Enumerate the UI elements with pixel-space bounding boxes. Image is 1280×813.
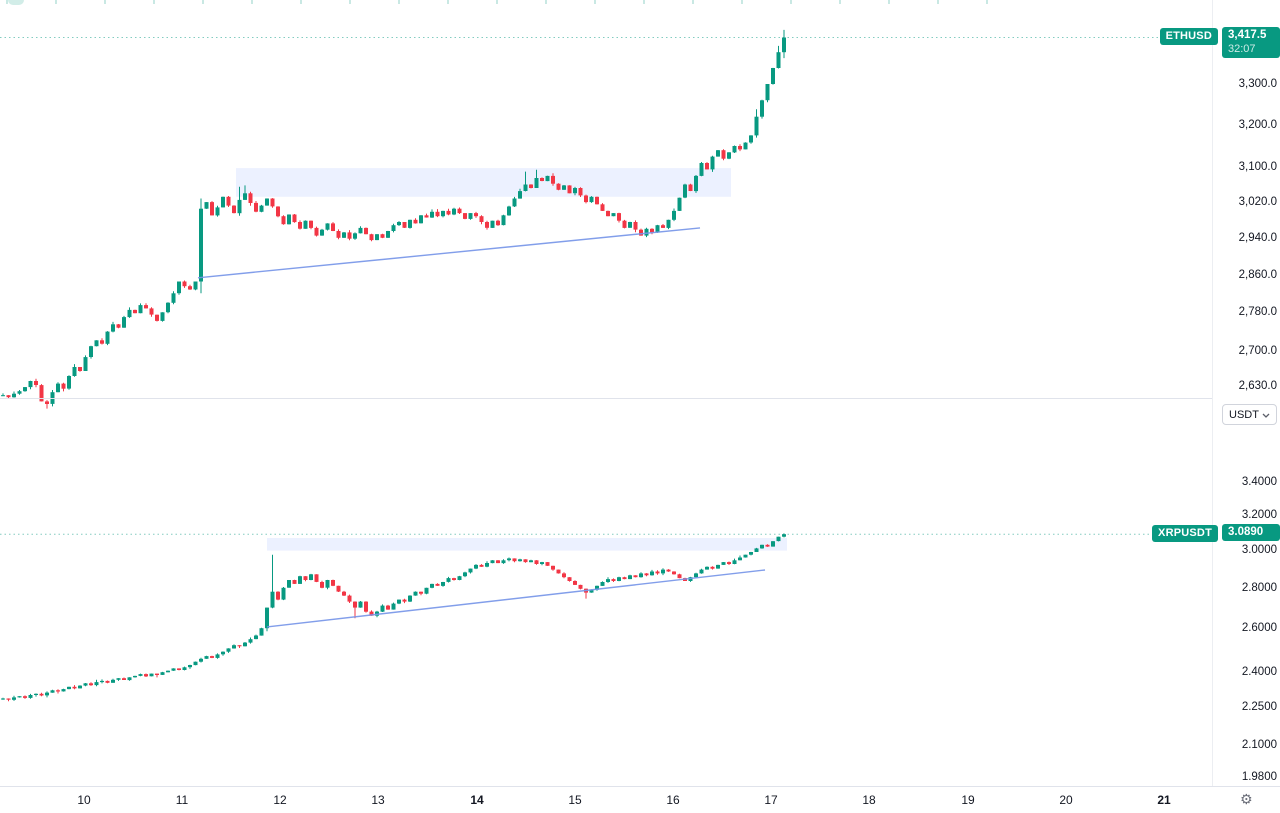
price-tick-label: 3,300.0 [1238, 78, 1277, 90]
trendline-drawing[interactable] [197, 227, 701, 279]
time-tick-label: 10 [77, 793, 91, 807]
price-tick-label: 2,700.0 [1238, 345, 1277, 357]
price-tick-label: 2.4000 [1241, 666, 1277, 678]
currency-toggle-button[interactable]: USDT [1222, 404, 1277, 425]
chevron-down-icon [1262, 409, 1270, 421]
cutoff-legend-ghost [6, 0, 996, 4]
time-tick-label: 14 [470, 793, 484, 807]
trendline-drawing[interactable] [266, 569, 766, 628]
price-tick-label: 2.1000 [1241, 739, 1277, 751]
price-axis[interactable]: 3,300.0 3,200.0 3,100.0 3,020.0 2,940.0 2,860… [1212, 0, 1280, 786]
consolidation-zone-drawing[interactable] [236, 168, 731, 197]
last-price-value: 3,417.5 [1228, 29, 1267, 41]
symbol-badge-xrpusdt: XRPUSDT [1152, 525, 1218, 542]
price-tick-label: 3.2000 [1241, 509, 1277, 521]
price-tick-label: 2.2500 [1241, 701, 1277, 713]
price-tick-label: 3.4000 [1241, 476, 1277, 488]
timezone-settings-gear-icon[interactable]: ⚙ [1240, 792, 1253, 808]
price-tick-label: 2,940.0 [1238, 232, 1277, 244]
price-tick-label: 1.9800 [1241, 771, 1277, 783]
bar-countdown: 32:07 [1228, 43, 1256, 55]
price-tick-label: 3,100.0 [1238, 161, 1277, 173]
time-tick-label: 16 [666, 793, 680, 807]
pane-separator[interactable] [0, 398, 1280, 399]
price-tick-label: 3,020.0 [1238, 196, 1277, 208]
time-tick-label: 18 [862, 793, 876, 807]
time-tick-label: 12 [273, 793, 287, 807]
time-tick-label: 21 [1157, 793, 1171, 807]
price-tick-label: 3.0000 [1241, 544, 1277, 556]
cutoff-legend-ghost-blob [8, 0, 24, 5]
last-price-value: 3.0890 [1228, 526, 1264, 538]
time-tick-label: 11 [175, 793, 189, 807]
candlestick-chart-canvas[interactable] [0, 0, 1212, 786]
price-tick-label: 2,630.0 [1238, 380, 1277, 392]
symbol-badge-ethusd: ETHUSD [1159, 28, 1218, 45]
last-price-label-ethusd: 3,417.5 32:07 [1222, 27, 1280, 58]
time-axis[interactable]: ⚙ 10 11 12 13 14 15 16 17 18 19 20 21 [0, 786, 1280, 813]
last-price-label-xrpusdt: 3.0890 [1222, 524, 1280, 541]
price-tick-label: 2,860.0 [1238, 269, 1277, 281]
price-tick-label: 2.6000 [1241, 622, 1277, 634]
price-tick-label: 2,780.0 [1238, 306, 1277, 318]
time-tick-label: 13 [371, 793, 385, 807]
time-tick-label: 20 [1059, 793, 1073, 807]
currency-toggle-label: USDT [1229, 408, 1259, 421]
time-tick-label: 19 [961, 793, 975, 807]
time-tick-label: 17 [764, 793, 778, 807]
time-tick-label: 15 [568, 793, 582, 807]
price-tick-label: 2.8000 [1241, 582, 1277, 594]
price-tick-label: 3,200.0 [1238, 119, 1277, 131]
consolidation-zone-drawing[interactable] [267, 538, 787, 551]
